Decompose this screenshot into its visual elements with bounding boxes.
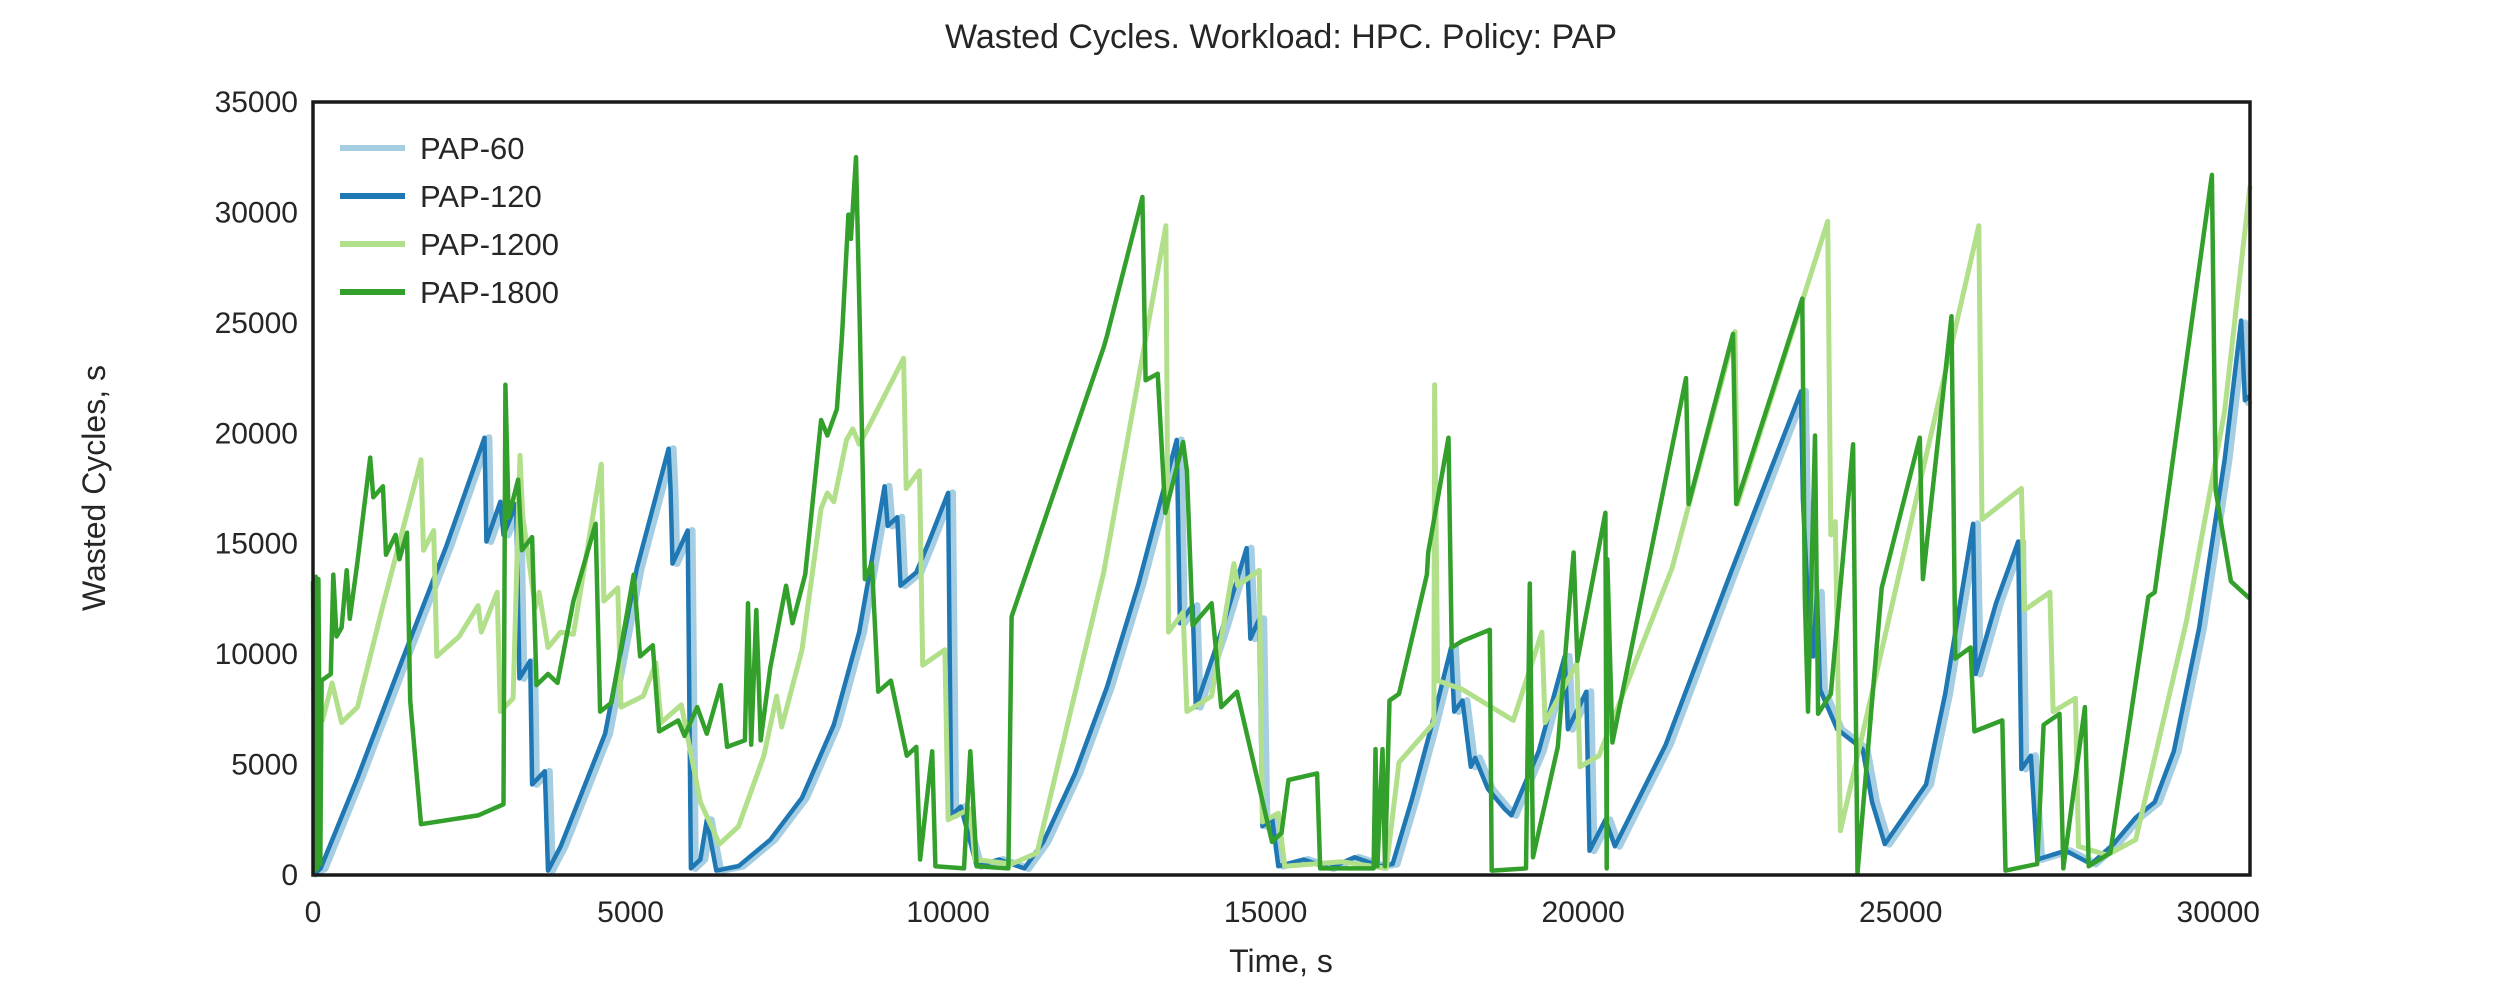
x-axis-tick-labels: 0 5000 10000 15000 20000 25000 30000 [305, 896, 2260, 929]
legend-label-pap-1800: PAP-1800 [420, 275, 559, 310]
y-tick-label: 10000 [215, 638, 298, 671]
x-tick-label: 25000 [1859, 896, 1942, 929]
y-tick-label: 25000 [215, 307, 298, 340]
x-tick-label: 30000 [2177, 896, 2260, 929]
y-tick-label: 35000 [215, 86, 298, 119]
x-tick-label: 0 [305, 896, 322, 929]
x-axis-label: Time, s [1229, 943, 1333, 979]
y-axis-tick-labels: 0 5000 10000 15000 20000 25000 30000 35000 [215, 86, 298, 892]
y-axis-label: Wasted Cycles, s [76, 365, 112, 611]
y-tick-label: 15000 [215, 528, 298, 561]
plot-frame [311, 100, 2252, 877]
legend: PAP-60 PAP-120 PAP-1200 PAP-1800 [340, 131, 559, 310]
series-lines [310, 154, 2253, 879]
x-tick-label: 10000 [906, 896, 989, 929]
y-tick-label: 30000 [215, 196, 298, 229]
y-tick-label: 5000 [231, 749, 298, 782]
legend-label-pap-60: PAP-60 [420, 131, 525, 166]
series-line-pap-1200 [310, 185, 2253, 871]
y-tick-label: 20000 [215, 417, 298, 450]
x-tick-label: 20000 [1541, 896, 1624, 929]
series-line-pap-1800 [310, 154, 2252, 876]
legend-label-pap-1200: PAP-1200 [420, 227, 559, 262]
x-tick-label: 5000 [597, 896, 664, 929]
legend-label-pap-120: PAP-120 [420, 179, 542, 214]
y-tick-label: 0 [281, 859, 298, 892]
x-tick-label: 15000 [1224, 896, 1307, 929]
chart-title: Wasted Cycles. Workload: HPC. Policy: PA… [945, 18, 1617, 56]
